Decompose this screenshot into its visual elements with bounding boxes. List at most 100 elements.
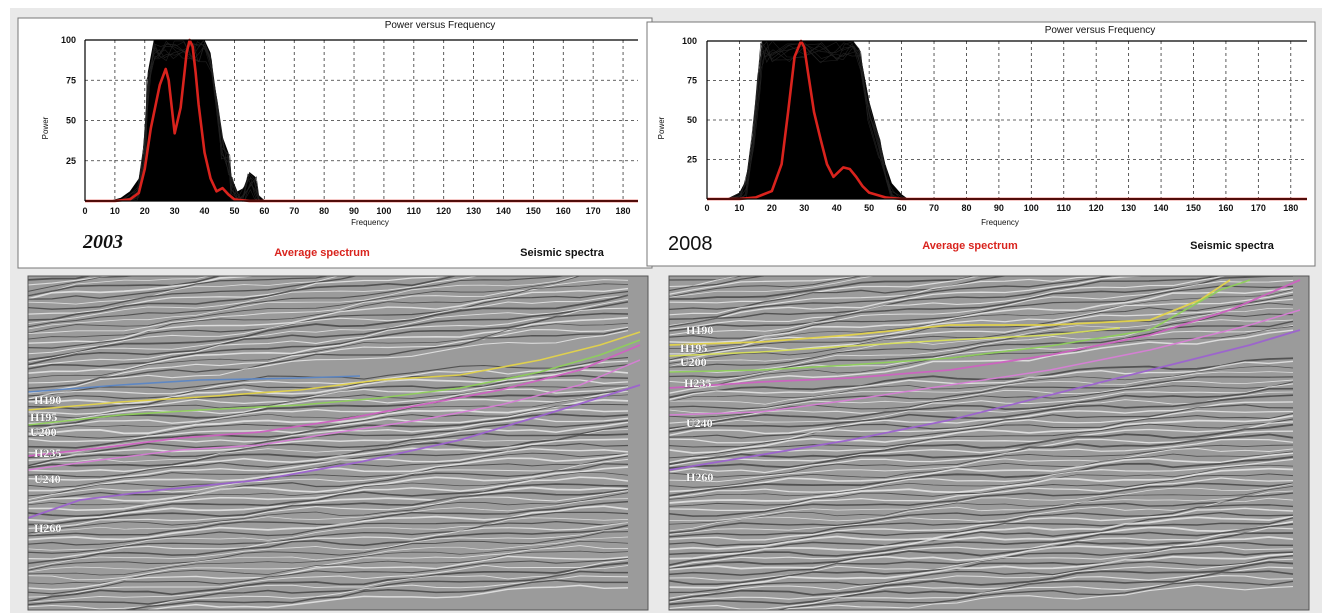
horizon-label: H235	[34, 446, 61, 460]
seismic-reflector	[28, 290, 629, 349]
y-tick-label: 50	[66, 116, 76, 126]
legend-average-spectrum: Average spectrum	[274, 247, 370, 259]
x-tick-label: 160	[556, 206, 571, 216]
seismic-reflector	[138, 584, 629, 610]
seismic-reflector	[28, 433, 629, 469]
chart-panel-border	[646, 21, 1316, 267]
seismic-reflector	[28, 283, 629, 340]
horizon-lines	[669, 279, 1301, 471]
x-tick-label: 100	[1024, 203, 1039, 213]
seismic-reflector	[28, 520, 629, 554]
horizon-label: U200	[30, 425, 57, 439]
horizon-label: U200	[680, 355, 707, 369]
seismic-reflector	[669, 276, 1224, 328]
seismic-reflector	[28, 323, 629, 379]
horizon-line	[669, 279, 1231, 346]
seismic-reflector	[669, 276, 1106, 316]
x-tick-label: 120	[1089, 203, 1104, 213]
horizon-label: H195	[680, 341, 707, 355]
x-tick-label: 0	[82, 206, 87, 216]
seismic-reflector	[669, 532, 1294, 570]
seismic-reflector	[669, 552, 1294, 589]
seismic-reflector	[669, 276, 1201, 327]
horizon-lines	[28, 331, 641, 519]
chart-axes	[84, 39, 638, 202]
x-tick-label: 120	[436, 206, 451, 216]
seismic-reflector	[28, 307, 629, 367]
seismic-reflector	[28, 536, 629, 573]
horizon-line	[669, 329, 1301, 471]
seismic-reflector	[28, 276, 340, 305]
seismic-reflector	[669, 575, 1294, 610]
x-axis-label: Frequency	[981, 218, 1019, 227]
seismic-reflector	[669, 467, 1294, 504]
x-tick-label: 30	[170, 206, 180, 216]
x-tick-label: 160	[1218, 203, 1233, 213]
seismic-reflector	[28, 498, 629, 537]
seismic-reflector	[28, 540, 629, 576]
seismic-reflector	[669, 421, 1294, 464]
x-tick-label: 110	[1056, 203, 1071, 213]
seismic-reflector	[669, 387, 1294, 430]
seismic-reflector	[669, 451, 1294, 488]
seismic-reflector	[669, 289, 1294, 350]
seismic-reflector	[28, 455, 629, 497]
y-tick-labels: 25 50 75 100	[682, 36, 697, 165]
seismic-reflector	[28, 379, 629, 415]
y-tick-label: 100	[61, 35, 76, 45]
seismic-reflector	[669, 379, 1294, 414]
horizon-label: H260	[34, 521, 61, 535]
x-tick-label: 20	[140, 206, 150, 216]
seismic-reflector	[28, 524, 629, 565]
seismic-reflector	[669, 527, 1294, 568]
seismic-spectrum-trace	[726, 44, 908, 200]
seismic-reflector	[28, 558, 629, 595]
seismic-reflector	[28, 447, 629, 481]
x-tick-label: 170	[586, 206, 601, 216]
seismic-reflector	[669, 456, 1294, 497]
x-tick-label: 100	[376, 206, 391, 216]
x-tick-label: 140	[496, 206, 511, 216]
y-tick-label: 75	[687, 76, 697, 86]
seismic-reflector	[781, 584, 1294, 610]
x-tick-label: 60	[259, 206, 269, 216]
horizon-line	[669, 309, 1301, 416]
y-tick-label: 75	[66, 75, 76, 85]
seismic-spectrum-trace	[727, 41, 908, 200]
seismic-reflector	[669, 536, 1294, 571]
seismic-reflector	[669, 483, 1294, 522]
seismic-reflector	[669, 555, 1294, 594]
seismic-reflector	[28, 276, 450, 315]
seismic-reflector	[669, 418, 1294, 459]
y-tick-labels: 25 50 75 100	[61, 35, 76, 166]
seismic-reflector	[669, 433, 1294, 469]
x-tick-label: 40	[832, 203, 842, 213]
seismic-reflector	[669, 492, 1294, 534]
seismic-reflector	[669, 391, 1294, 431]
seismic-reflector	[28, 490, 629, 529]
x-tick-label: 150	[1186, 203, 1201, 213]
seismic-reflector	[28, 301, 629, 366]
x-tick-label: 90	[349, 206, 359, 216]
x-tick-label: 40	[200, 206, 210, 216]
seismic-reflector	[28, 276, 223, 297]
seismic-reflector	[669, 444, 1294, 478]
seismic-reflector	[669, 371, 1294, 405]
x-tick-label: 130	[1121, 203, 1136, 213]
horizon-label: H195	[30, 410, 57, 424]
seismic-reflector	[669, 490, 1294, 532]
x-tick-label: 20	[767, 203, 777, 213]
seismic-reflector	[28, 403, 629, 439]
x-tick-label: 50	[864, 203, 874, 213]
x-tick-label: 90	[994, 203, 1004, 213]
average-spectrum-line	[707, 39, 1307, 201]
seismic-reflector	[669, 276, 867, 298]
x-tick-labels: 0 10 20 30 40 50 60 70 80 90 100 110 120 130 140 150 160…	[704, 203, 1298, 213]
seismic-reflector	[669, 288, 1294, 344]
y-tick-label: 25	[687, 155, 697, 165]
x-tick-label: 150	[526, 206, 541, 216]
seismic-reflector	[669, 515, 1294, 551]
x-tick-label: 180	[616, 206, 631, 216]
seismic-reflector	[28, 562, 629, 603]
